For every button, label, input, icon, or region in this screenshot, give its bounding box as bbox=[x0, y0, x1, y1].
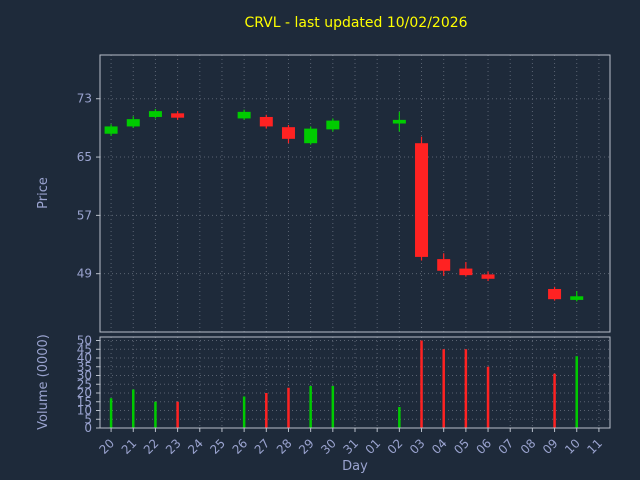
volume-tick-label: 0 bbox=[84, 421, 92, 435]
candle-day-26 bbox=[237, 109, 251, 428]
volume-tick-label: 45 bbox=[77, 342, 92, 356]
volume-bar-day-02 bbox=[398, 407, 401, 428]
x-tick-label: 25 bbox=[207, 436, 228, 457]
x-tick-label: 11 bbox=[584, 436, 605, 457]
volume-bar-day-26 bbox=[242, 396, 246, 428]
x-tick-label: 24 bbox=[185, 436, 206, 457]
x-tick-label: 22 bbox=[141, 436, 162, 457]
candle-day-04 bbox=[437, 253, 451, 428]
price-tick-label: 73 bbox=[77, 92, 92, 106]
volume-bar-day-21 bbox=[132, 389, 135, 428]
candle-day-21 bbox=[126, 116, 140, 428]
candle-day-30 bbox=[326, 118, 340, 428]
volume-bar-day-09 bbox=[553, 373, 556, 428]
volume-bar-day-03 bbox=[420, 340, 423, 428]
x-tick-label: 02 bbox=[385, 436, 406, 457]
x-tick-label: 01 bbox=[363, 436, 384, 457]
candle-day-06 bbox=[481, 271, 495, 428]
candle-day-03 bbox=[415, 136, 429, 428]
candle-day-10 bbox=[570, 291, 584, 428]
x-tick-label: 04 bbox=[429, 436, 450, 457]
candle-day-05 bbox=[459, 262, 473, 428]
x-tick-label: 03 bbox=[407, 436, 428, 457]
volume-bar-day-05 bbox=[464, 349, 468, 428]
volume-tick-label: 50 bbox=[77, 334, 92, 348]
volume-tick-label: 15 bbox=[77, 395, 92, 409]
candle-day-02 bbox=[392, 111, 406, 428]
x-tick-label: 28 bbox=[274, 436, 295, 457]
volume-tick-label: 25 bbox=[77, 377, 92, 391]
volume-bar-day-23 bbox=[176, 401, 179, 428]
volume-bar-day-10 bbox=[575, 356, 578, 428]
volume-bar-day-06 bbox=[486, 366, 490, 428]
x-tick-label: 23 bbox=[163, 436, 184, 457]
volume-tick-label: 35 bbox=[77, 360, 92, 374]
candle-day-09 bbox=[548, 286, 562, 428]
candle-day-29 bbox=[304, 126, 318, 428]
x-tick-label: 31 bbox=[340, 436, 361, 457]
x-tick-label: 07 bbox=[496, 436, 517, 457]
x-tick-label: 08 bbox=[518, 436, 539, 457]
chart-title: CRVL - last updated 10/02/2026 bbox=[244, 15, 467, 31]
x-tick-label: 27 bbox=[252, 436, 273, 457]
volume-tick-label: 20 bbox=[77, 386, 92, 400]
x-tick-label: 29 bbox=[296, 436, 317, 457]
x-tick-label: 10 bbox=[562, 436, 583, 457]
candle-day-23 bbox=[171, 111, 185, 428]
grid-layer bbox=[100, 55, 610, 429]
volume-tick-label: 30 bbox=[77, 369, 92, 383]
volume-tick-label: 10 bbox=[77, 404, 92, 418]
volume-tick-label: 5 bbox=[84, 412, 92, 426]
volume-axis-label: Volume (0000) bbox=[36, 334, 51, 430]
candle-day-22 bbox=[148, 108, 162, 428]
candle-day-28 bbox=[281, 124, 295, 428]
volume-bar-day-22 bbox=[154, 401, 157, 428]
price-tick-label: 65 bbox=[77, 150, 92, 164]
price-tick-label: 49 bbox=[77, 267, 92, 281]
volume-bar-day-20 bbox=[109, 398, 113, 428]
price-tick-label: 57 bbox=[77, 208, 92, 222]
volume-tick-label: 40 bbox=[77, 351, 92, 365]
x-tick-label: 05 bbox=[451, 436, 472, 457]
x-tick-label: 30 bbox=[318, 436, 339, 457]
volume-bar-day-27 bbox=[265, 393, 268, 428]
x-tick-label: 09 bbox=[540, 436, 561, 457]
volume-bar-day-04 bbox=[442, 349, 445, 428]
volume-bar-day-30 bbox=[331, 386, 335, 428]
x-axis-label: Day bbox=[342, 459, 368, 474]
volume-bar-day-28 bbox=[287, 387, 290, 428]
price-axis-label: Price bbox=[36, 177, 51, 209]
x-tick-label: 20 bbox=[97, 436, 118, 457]
x-tick-label: 21 bbox=[119, 436, 140, 457]
candle-day-20 bbox=[104, 124, 118, 428]
x-tick-label: 26 bbox=[230, 436, 251, 457]
volume-bar-day-29 bbox=[309, 386, 312, 428]
x-tick-label: 06 bbox=[473, 436, 494, 457]
candle-day-27 bbox=[259, 114, 273, 428]
price-volume-series bbox=[104, 108, 584, 428]
